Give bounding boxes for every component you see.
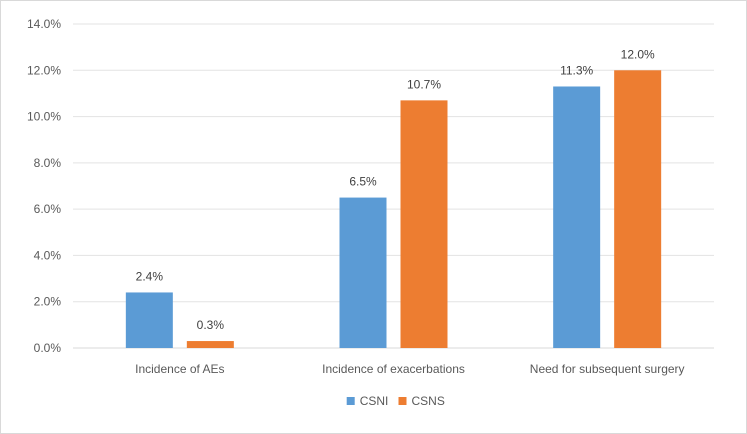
legend-label-csni: CSNI bbox=[360, 394, 389, 408]
y-tick-label: 12.0% bbox=[27, 63, 61, 77]
data-label: 10.7% bbox=[407, 77, 441, 91]
y-tick-label: 14.0% bbox=[27, 17, 61, 31]
x-axis-ticks: Incidence of AEs Incidence of exacerbatio… bbox=[135, 362, 684, 376]
y-tick-label: 0.0% bbox=[34, 341, 62, 355]
data-label: 6.5% bbox=[349, 175, 377, 189]
bar-csni-2 bbox=[339, 197, 387, 348]
x-tick-label: Incidence of AEs bbox=[135, 362, 224, 376]
bar-csns-2 bbox=[400, 100, 448, 348]
y-tick-label: 6.0% bbox=[34, 202, 62, 216]
legend-swatch-csns bbox=[398, 397, 407, 405]
gridlines bbox=[73, 23, 714, 349]
data-labels: 2.4% 0.3% 6.5% 10.7% 11.3% 12.0% bbox=[136, 47, 655, 332]
y-tick-label: 2.0% bbox=[34, 295, 62, 309]
data-label: 0.3% bbox=[197, 318, 225, 332]
data-label: 12.0% bbox=[621, 47, 655, 61]
data-label: 2.4% bbox=[136, 269, 164, 283]
y-tick-label: 8.0% bbox=[34, 156, 62, 170]
bar-csns-1 bbox=[186, 341, 234, 348]
legend-swatch-csni bbox=[346, 397, 355, 405]
bars bbox=[125, 70, 662, 349]
data-label: 11.3% bbox=[560, 63, 593, 77]
y-tick-label: 10.0% bbox=[27, 110, 61, 124]
bar-csni-3 bbox=[553, 86, 601, 348]
y-axis-ticks: 0.0% 2.0% 4.0% 6.0% 8.0% 10.0% 12.0% 14.0% bbox=[27, 17, 61, 355]
legend: CSNI CSNS bbox=[346, 394, 445, 408]
legend-label-csns: CSNS bbox=[412, 394, 445, 408]
x-tick-label: Incidence of exacerbations bbox=[322, 362, 465, 376]
x-tick-label: Need for subsequent surgery bbox=[530, 362, 685, 376]
bar-csns-3 bbox=[614, 70, 662, 349]
y-tick-label: 4.0% bbox=[34, 248, 62, 262]
bar-csni-1 bbox=[125, 292, 173, 348]
